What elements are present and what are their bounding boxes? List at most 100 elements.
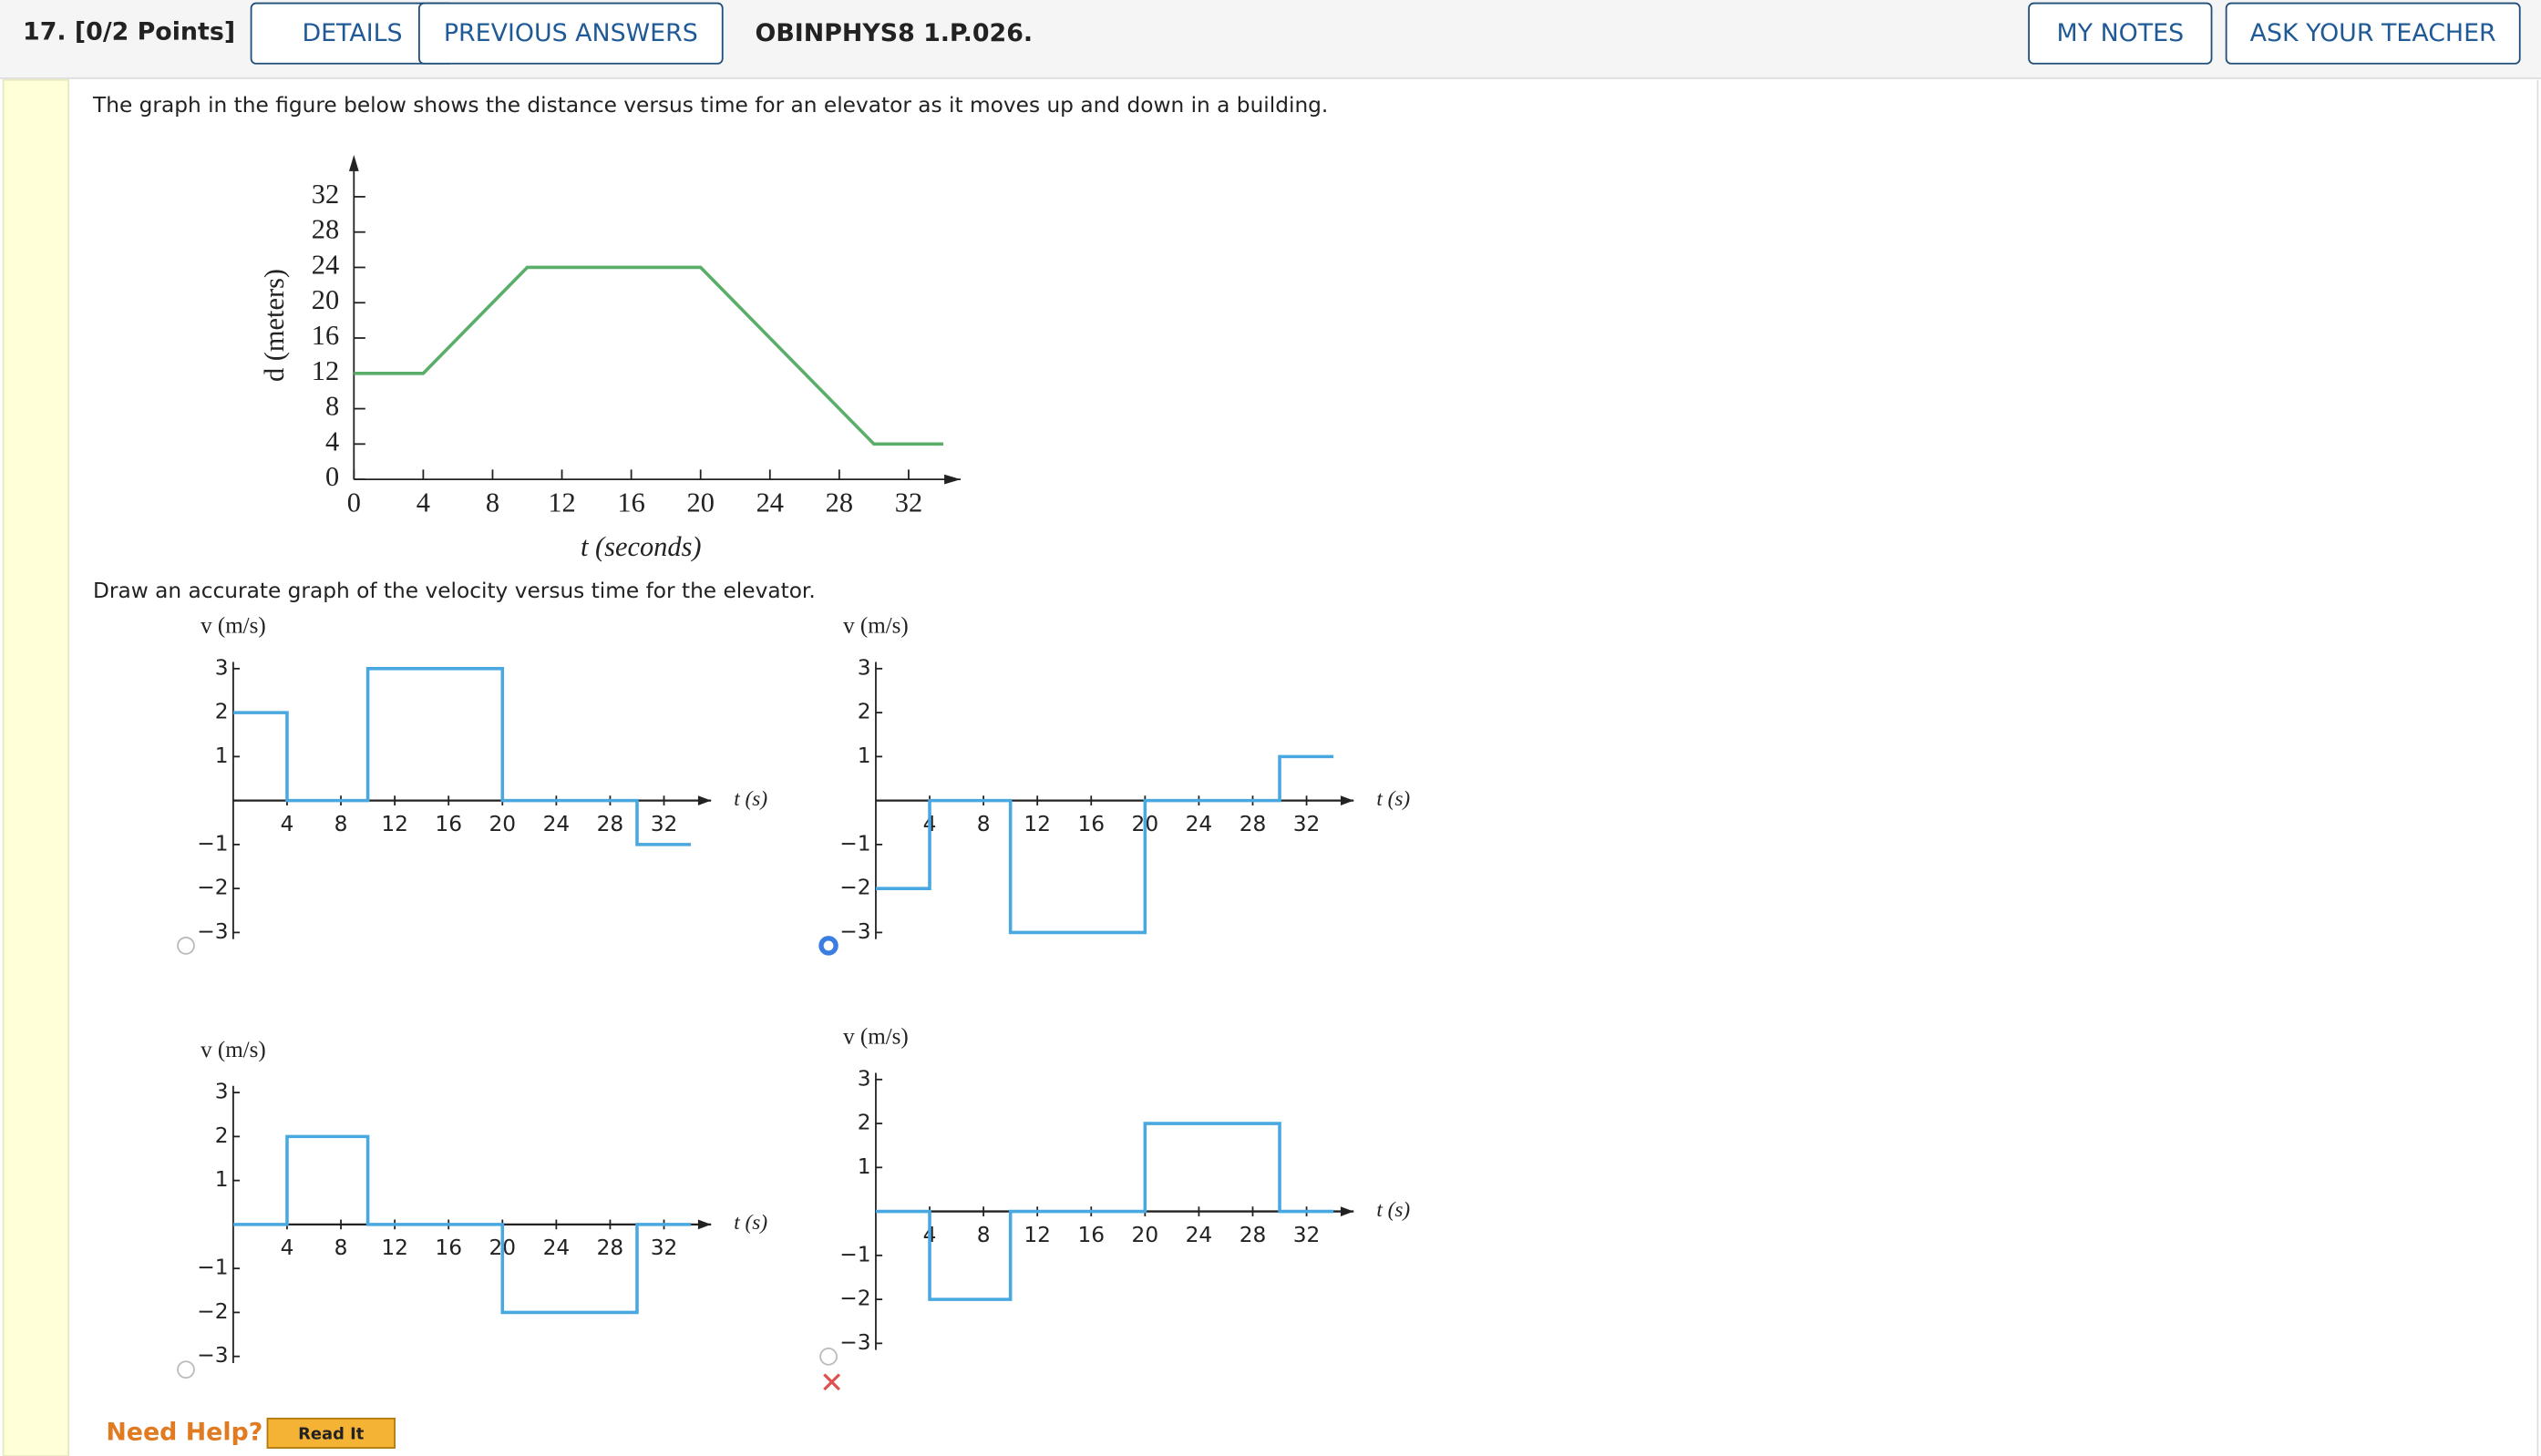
x-tick-label: 28	[597, 1236, 624, 1260]
y-tick-label: −2	[839, 876, 870, 900]
x-axis-arrow	[1340, 795, 1354, 805]
read-it-button[interactable]: Read It	[266, 1417, 396, 1449]
x-tick-label: 12	[548, 487, 575, 518]
y-tick-label: 3	[215, 1080, 229, 1104]
answer-radio[interactable]	[818, 936, 838, 956]
x-tick-label: 32	[651, 1236, 678, 1260]
answer-radio[interactable]	[177, 1360, 195, 1379]
x-tick-label: 16	[1077, 812, 1105, 836]
question-text: The graph in the figure below shows the …	[92, 93, 1328, 118]
button-label: ASK YOUR TEACHER	[2250, 19, 2496, 47]
y-tick-label: 1	[858, 1154, 871, 1179]
x-axis-label: t (s)	[734, 1211, 767, 1235]
x-tick-label: 24	[1186, 1223, 1213, 1247]
answer-radio[interactable]	[819, 1348, 838, 1366]
y-tick-label: 2	[858, 1111, 871, 1135]
y-tick-label: 24	[312, 249, 339, 280]
button-frame	[417, 2, 724, 65]
y-tick-label: −2	[197, 1299, 228, 1324]
data-line	[875, 754, 1334, 935]
x-axis-label: t (seconds)	[581, 531, 702, 562]
data-line	[232, 667, 692, 846]
x-tick-label: 32	[651, 812, 678, 836]
y-axis-label: v (m/s)	[843, 614, 909, 639]
x-tick-label: 28	[1240, 812, 1267, 836]
x-tick-label: 28	[597, 812, 624, 836]
button-label: MY NOTES	[2057, 19, 2185, 47]
y-tick-label: 8	[325, 391, 339, 422]
y-tick-label: 16	[312, 320, 339, 351]
x-tick-label: 12	[1024, 812, 1051, 836]
details-button[interactable]: DETAILS	[250, 2, 455, 65]
x-tick-label: 8	[334, 812, 348, 836]
button-frame	[2028, 2, 2213, 65]
y-axis-label: v (m/s)	[201, 614, 266, 639]
y-axis-label: v (m/s)	[201, 1038, 266, 1062]
data-line	[354, 265, 943, 446]
side-strip	[2, 78, 70, 1456]
y-tick-label: 3	[858, 655, 871, 680]
y-tick-label: 1	[215, 1167, 229, 1192]
button-frame	[266, 1417, 396, 1449]
x-tick-label: 24	[543, 1236, 571, 1260]
x-tick-label: 28	[826, 487, 853, 518]
x-axis-arrow	[1340, 1206, 1354, 1216]
points: 17. [0/2 Points]	[23, 17, 235, 46]
answer-radio[interactable]	[177, 937, 195, 955]
ask-teacher-button[interactable]: ASK YOUR TEACHER	[2225, 2, 2521, 65]
x-tick-label: 8	[334, 1236, 348, 1260]
x-tick-label: 24	[543, 812, 571, 836]
y-axis-label: v (m/s)	[843, 1025, 909, 1050]
x-tick-label: 8	[486, 487, 499, 518]
x-tick-label: 24	[1186, 812, 1213, 836]
y-axis-arrow	[348, 155, 359, 171]
x-tick-label: 32	[1293, 1223, 1321, 1247]
x-tick-label: 20	[687, 487, 715, 518]
y-tick-label: 20	[312, 284, 339, 315]
y-tick-label: 2	[215, 1123, 229, 1148]
y-tick-label: −3	[839, 1330, 870, 1355]
x-tick-label: 4	[281, 812, 294, 836]
problem-code: OBINPHYS8 1.P.026.	[756, 19, 1034, 47]
y-tick-label: −1	[839, 831, 870, 856]
y-tick-label: 0	[325, 461, 339, 492]
y-tick-label: −3	[197, 1343, 228, 1368]
y-tick-label: 12	[312, 355, 339, 386]
x-tick-label: 16	[617, 487, 644, 518]
previous-answers-button[interactable]: PREVIOUS ANSWERS	[417, 2, 724, 65]
x-tick-label: 0	[347, 487, 361, 518]
y-tick-label: 3	[858, 1066, 871, 1091]
wrong-mark: ✕	[819, 1365, 844, 1400]
x-axis-label: t (s)	[1376, 787, 1410, 811]
x-tick-label: 4	[281, 1236, 294, 1260]
prompt-text: Draw an accurate graph of the velocity v…	[93, 579, 816, 603]
x-tick-label: 16	[1077, 1223, 1105, 1247]
x-axis-arrow	[944, 474, 961, 485]
button-frame	[2225, 2, 2521, 65]
x-tick-label: 12	[381, 1236, 408, 1260]
y-tick-label: 4	[325, 426, 339, 456]
x-tick-label: 12	[1024, 1223, 1051, 1247]
y-tick-label: 1	[858, 743, 871, 768]
x-tick-label: 8	[977, 1223, 991, 1247]
y-tick-label: 2	[858, 700, 871, 724]
x-axis-arrow	[697, 1219, 712, 1230]
x-tick-label: 20	[489, 812, 516, 836]
button-label: Read It	[298, 1425, 365, 1444]
y-tick-label: −2	[839, 1287, 870, 1311]
x-axis-label: t (s)	[1376, 1198, 1410, 1222]
need-help: Need Help?	[106, 1418, 262, 1446]
data-line	[875, 1122, 1334, 1301]
button-label: PREVIOUS ANSWERS	[444, 19, 698, 47]
x-tick-label: 4	[417, 487, 430, 518]
y-tick-label: 1	[215, 743, 229, 768]
x-tick-label: 20	[1132, 1223, 1159, 1247]
x-tick-label: 32	[1293, 812, 1321, 836]
my-notes-button[interactable]: MY NOTES	[2028, 2, 2213, 65]
x-tick-label: 28	[1240, 1223, 1267, 1247]
x-tick-label: 8	[977, 812, 991, 836]
x-tick-label: 16	[435, 1236, 462, 1260]
x-axis-arrow	[697, 795, 712, 805]
